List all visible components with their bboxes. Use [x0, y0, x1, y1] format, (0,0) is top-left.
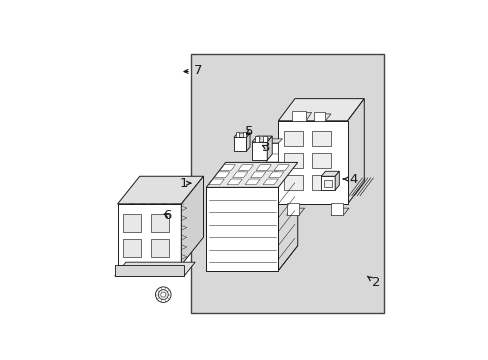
Polygon shape	[347, 99, 364, 204]
Text: 1: 1	[179, 177, 190, 190]
Polygon shape	[238, 165, 253, 170]
Polygon shape	[206, 246, 297, 270]
Polygon shape	[220, 165, 235, 170]
Polygon shape	[321, 171, 339, 176]
Text: 2: 2	[366, 276, 380, 289]
Polygon shape	[268, 172, 284, 177]
Polygon shape	[117, 176, 203, 204]
Polygon shape	[208, 179, 224, 185]
Bar	[150, 214, 168, 232]
Polygon shape	[246, 133, 249, 151]
Polygon shape	[233, 133, 249, 138]
Polygon shape	[206, 162, 297, 187]
Polygon shape	[292, 112, 311, 121]
Polygon shape	[254, 138, 260, 142]
Polygon shape	[292, 111, 305, 121]
Polygon shape	[267, 136, 272, 160]
Bar	[263, 136, 267, 142]
Polygon shape	[232, 172, 247, 177]
Text: 5: 5	[244, 125, 253, 138]
Bar	[286, 203, 299, 215]
Polygon shape	[115, 262, 195, 276]
Polygon shape	[181, 176, 203, 265]
Polygon shape	[278, 121, 347, 204]
Text: 4: 4	[343, 172, 357, 185]
Bar	[115, 265, 183, 276]
Circle shape	[161, 292, 165, 297]
Polygon shape	[278, 162, 297, 270]
Bar	[311, 175, 330, 190]
Bar	[123, 214, 141, 232]
Polygon shape	[251, 142, 267, 160]
Polygon shape	[256, 165, 271, 170]
Polygon shape	[314, 112, 325, 121]
Polygon shape	[117, 204, 181, 265]
Polygon shape	[278, 99, 364, 121]
Circle shape	[158, 290, 168, 300]
Bar	[123, 239, 141, 257]
Bar	[235, 132, 239, 138]
Bar	[243, 132, 245, 138]
Polygon shape	[250, 172, 265, 177]
Bar	[284, 131, 303, 146]
Text: 3: 3	[261, 141, 269, 154]
Bar	[323, 180, 331, 187]
Polygon shape	[214, 172, 229, 177]
Polygon shape	[233, 138, 246, 151]
Polygon shape	[244, 179, 260, 185]
Bar	[311, 131, 330, 146]
Polygon shape	[251, 136, 272, 142]
Polygon shape	[321, 176, 334, 190]
Bar	[150, 239, 168, 257]
Polygon shape	[265, 139, 282, 143]
Polygon shape	[263, 138, 268, 142]
Circle shape	[155, 287, 171, 302]
Bar	[311, 153, 330, 168]
Polygon shape	[334, 171, 339, 190]
Bar	[330, 203, 343, 215]
Polygon shape	[314, 114, 330, 121]
Text: 6: 6	[163, 208, 171, 221]
Bar	[191, 54, 383, 314]
Bar	[284, 175, 303, 190]
Polygon shape	[286, 208, 304, 215]
Polygon shape	[265, 143, 278, 176]
Polygon shape	[330, 208, 348, 215]
Text: 7: 7	[183, 64, 202, 77]
Polygon shape	[206, 187, 278, 270]
Polygon shape	[226, 179, 242, 185]
Polygon shape	[274, 165, 289, 170]
Bar	[284, 153, 303, 168]
Polygon shape	[263, 179, 278, 185]
Bar	[254, 136, 259, 142]
